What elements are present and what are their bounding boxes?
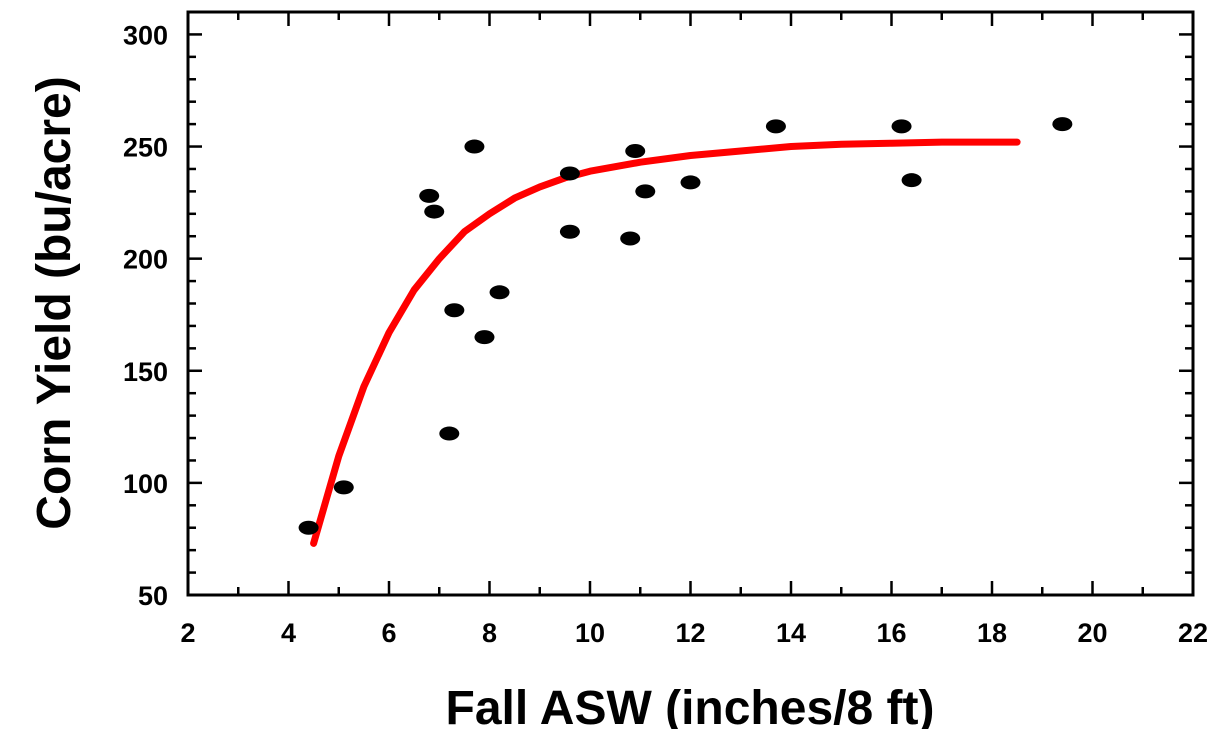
data-point bbox=[625, 144, 646, 159]
x-axis-title: Fall ASW (inches/8 ft) bbox=[446, 682, 935, 729]
data-point bbox=[620, 231, 641, 246]
x-tick-label: 10 bbox=[575, 618, 605, 648]
y-tick-label: 150 bbox=[123, 357, 168, 387]
data-point bbox=[444, 303, 465, 318]
x-tick-label: 22 bbox=[1178, 618, 1208, 648]
data-point bbox=[419, 188, 440, 203]
data-point bbox=[489, 285, 510, 300]
data-point bbox=[680, 175, 701, 190]
x-tick-label: 12 bbox=[675, 618, 705, 648]
fit-curve bbox=[310, 138, 1021, 547]
data-point bbox=[464, 139, 485, 154]
y-tick-label: 200 bbox=[123, 245, 168, 275]
y-tick-label: 250 bbox=[123, 133, 168, 163]
data-point bbox=[424, 204, 445, 219]
y-axis-title: Corn Yield (bu/acre) bbox=[28, 76, 81, 529]
data-point bbox=[439, 426, 460, 441]
data-point bbox=[635, 184, 656, 199]
x-tick-label: 4 bbox=[281, 618, 296, 648]
data-point bbox=[474, 330, 495, 345]
x-tick-label: 18 bbox=[977, 618, 1007, 648]
data-point bbox=[901, 173, 922, 188]
data-point bbox=[333, 480, 354, 495]
axis-ticks bbox=[186, 10, 1195, 597]
data-point bbox=[891, 119, 912, 134]
axis-tick-labels: 2 4 6 8 10 12 14 16 18 20 22 50 100 150 200 250 300 bbox=[123, 20, 1208, 648]
x-tick-label: 20 bbox=[1077, 618, 1107, 648]
y-tick-label: 50 bbox=[138, 581, 168, 611]
data-point bbox=[765, 119, 786, 134]
x-tick-label: 6 bbox=[381, 618, 396, 648]
x-tick-label: 16 bbox=[876, 618, 906, 648]
plot-frame bbox=[186, 10, 1195, 597]
y-tick-label: 300 bbox=[123, 20, 168, 50]
data-point bbox=[559, 224, 580, 239]
x-tick-label: 14 bbox=[776, 618, 806, 648]
x-tick-label: 2 bbox=[180, 618, 195, 648]
x-tick-label: 8 bbox=[482, 618, 497, 648]
y-tick-label: 100 bbox=[123, 469, 168, 499]
data-point bbox=[298, 520, 319, 535]
data-point bbox=[559, 166, 580, 181]
data-points bbox=[298, 117, 1073, 535]
data-point bbox=[1052, 117, 1073, 132]
